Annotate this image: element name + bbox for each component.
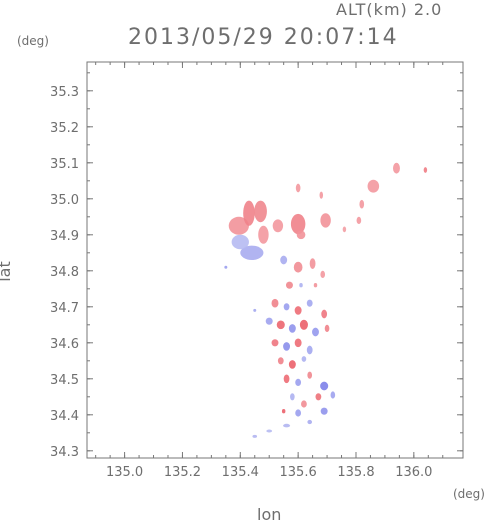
y-tick-label: 35.3 — [50, 85, 79, 100]
x-axis-ticks: 135.0 135.2 135.4 135.6 135.8 136.0 — [95, 62, 444, 480]
echo-cell-34 — [271, 339, 279, 347]
y-axis-ticks: 34.3 34.4 34.5 34.6 34.7 34.8 34.9 35.0 35.1 35.2… — [50, 72, 463, 460]
y-tick-label: 34.3 — [50, 445, 79, 460]
echo-cell-28 — [265, 317, 273, 325]
echo-cell-20 — [309, 258, 316, 269]
x-tick-label: 135.4 — [222, 465, 259, 480]
echo-cell-41 — [283, 374, 290, 384]
echo-cell-56 — [253, 308, 257, 312]
echo-cell-49 — [281, 409, 286, 414]
echo-cell-37 — [306, 345, 313, 355]
echo-cell-6 — [272, 219, 284, 233]
timestamp-title: 2013/05/29 20:07:14 — [128, 25, 399, 50]
echo-cell-0 — [228, 216, 249, 235]
echo-cell-24 — [283, 303, 290, 311]
echo-cell-13 — [359, 199, 365, 209]
x-axis-label: lon — [257, 505, 282, 524]
x-tick-label: 135.0 — [106, 465, 143, 480]
echo-cell-21 — [320, 270, 326, 278]
echo-cell-31 — [299, 319, 308, 330]
echo-cell-17 — [342, 226, 347, 233]
echo-cell-19 — [293, 261, 303, 273]
echo-cell-2 — [254, 200, 267, 223]
altitude-label: ALT(km) 2.0 — [336, 0, 443, 19]
x-tick-label: 135.6 — [280, 465, 317, 480]
echo-cell-33 — [324, 324, 330, 332]
echo-cell-40 — [301, 356, 307, 362]
y-tick-label: 34.4 — [50, 409, 79, 424]
echo-cell-53 — [283, 423, 291, 428]
echo-cell-29 — [276, 320, 285, 330]
echo-cell-30 — [288, 324, 296, 333]
echo-cell-54 — [266, 429, 273, 433]
echo-cell-5 — [258, 225, 269, 244]
echo-cell-50 — [295, 409, 302, 417]
y-tick-label: 34.8 — [50, 265, 79, 280]
echo-cell-51 — [320, 407, 328, 415]
x-tick-label: 136.0 — [395, 465, 432, 480]
y-tick-label: 34.9 — [50, 229, 79, 244]
echo-cell-35 — [283, 342, 291, 351]
echo-cell-58 — [299, 283, 303, 288]
plot-frame — [86, 61, 464, 459]
echo-cell-42 — [295, 378, 302, 386]
echo-cell-43 — [307, 371, 313, 379]
echo-cell-59 — [313, 283, 318, 288]
echo-cell-36 — [294, 338, 302, 348]
y-tick-label: 34.5 — [50, 373, 79, 388]
y-tick-label: 34.6 — [50, 337, 79, 352]
x-tick-label: 135.8 — [337, 465, 374, 480]
echo-cell-44 — [320, 381, 329, 391]
echo-cell-47 — [290, 393, 295, 401]
x-axis-unit: (deg) — [453, 487, 485, 501]
y-tick-label: 35.0 — [50, 193, 79, 208]
y-axis-unit: (deg) — [17, 34, 49, 48]
echo-cell-14 — [393, 162, 400, 174]
echo-cell-18 — [280, 255, 288, 265]
echo-cell-12 — [367, 179, 380, 193]
echo-cell-8 — [296, 230, 306, 240]
echo-cell-9 — [320, 213, 331, 228]
x-tick-label: 135.2 — [164, 465, 201, 480]
echo-cell-15 — [423, 167, 428, 173]
echo-cell-38 — [277, 357, 284, 365]
y-tick-label: 34.7 — [50, 301, 79, 316]
echo-cell-57 — [224, 265, 228, 269]
echo-cell-4 — [231, 234, 249, 250]
echo-cell-26 — [306, 299, 313, 307]
echo-cell-55 — [252, 434, 258, 438]
echo-cell-46 — [330, 391, 336, 399]
y-tick-label: 35.1 — [50, 157, 79, 172]
echo-cell-27 — [321, 309, 328, 319]
echo-cell-22 — [285, 281, 293, 289]
y-tick-label: 35.2 — [50, 121, 79, 136]
echo-cell-52 — [307, 419, 313, 425]
echo-cell-32 — [312, 327, 319, 337]
echo-cell-25 — [294, 306, 302, 315]
echo-cell-1 — [243, 200, 255, 226]
echo-cell-7 — [290, 213, 306, 235]
data-cells — [224, 162, 428, 438]
echo-cell-48 — [301, 400, 307, 408]
echo-cell-16 — [356, 216, 362, 224]
echo-cell-3 — [240, 245, 264, 260]
echo-cell-11 — [319, 191, 324, 199]
echo-cell-39 — [288, 360, 296, 369]
echo-cell-10 — [295, 183, 301, 193]
echo-cell-45 — [315, 393, 322, 401]
echo-cell-23 — [271, 298, 279, 308]
